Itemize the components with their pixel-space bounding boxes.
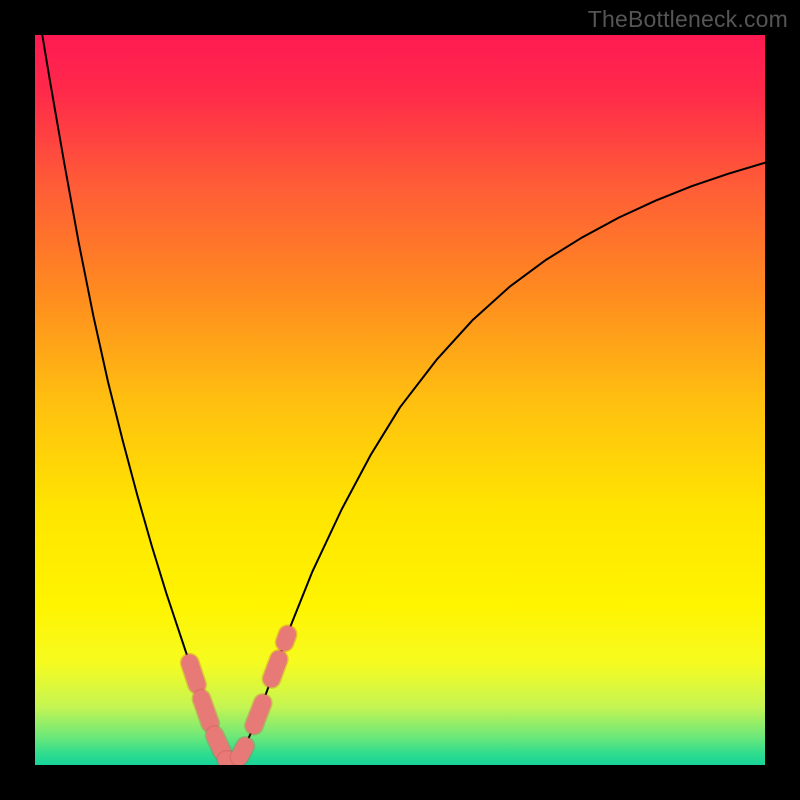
bottleneck-curve-plot <box>0 0 800 800</box>
chart-frame: TheBottleneck.com <box>0 0 800 800</box>
marker-pill <box>215 735 222 751</box>
marker-pill <box>272 659 279 679</box>
marker-pill <box>285 634 288 642</box>
marker-pill <box>254 703 263 726</box>
marker-pill <box>201 699 210 724</box>
marker-pill <box>239 746 245 757</box>
gradient-background <box>35 35 765 765</box>
marker-pill <box>190 663 197 685</box>
